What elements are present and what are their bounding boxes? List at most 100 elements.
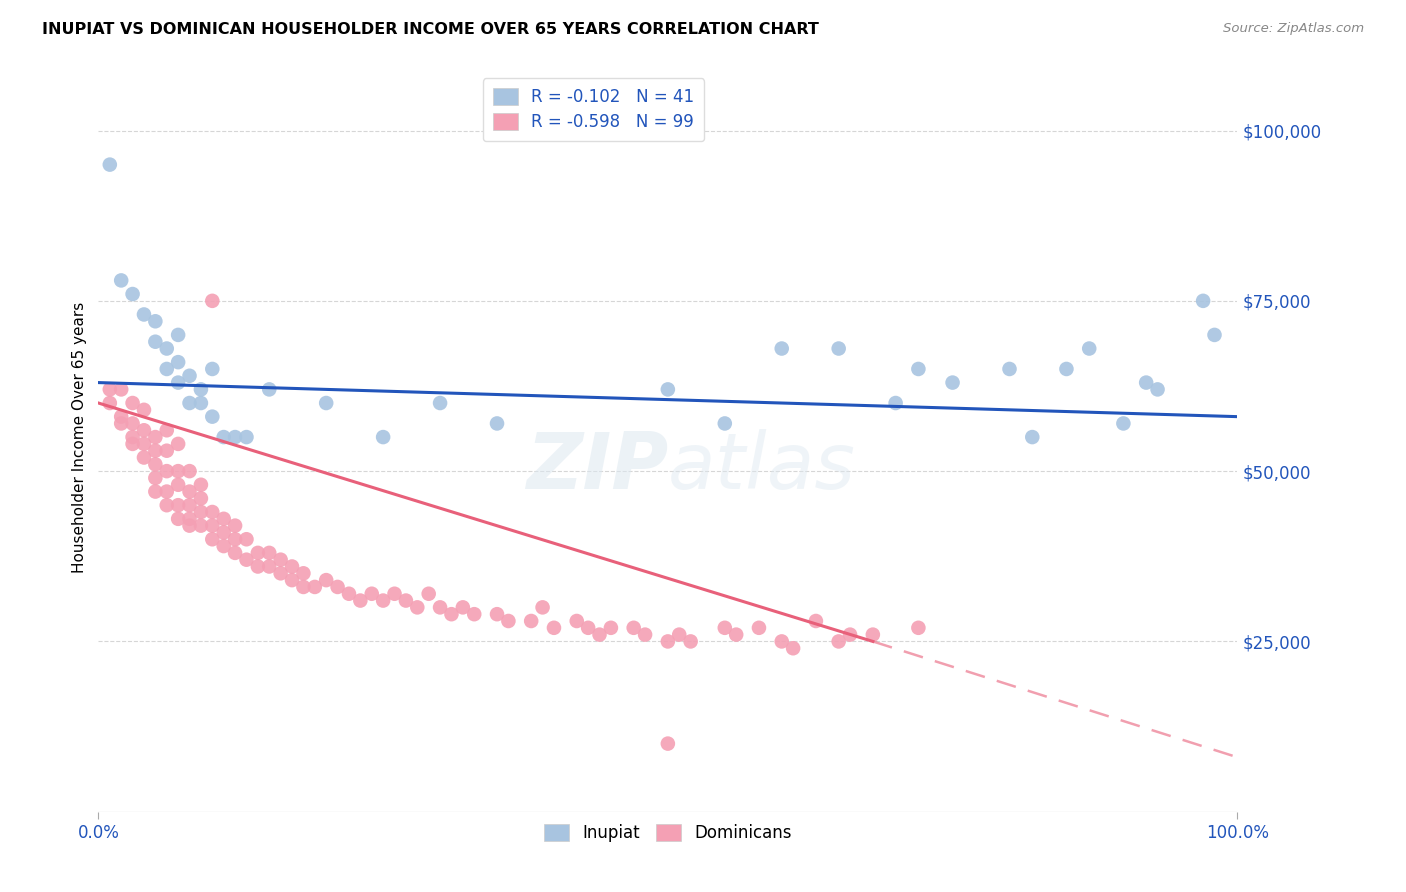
Point [360, 587, 382, 601]
Point [145, 443, 167, 458]
Point [725, 627, 748, 641]
Point [1078, 342, 1101, 356]
Point [657, 383, 679, 397]
Point [418, 587, 440, 601]
Point [145, 484, 167, 499]
Point [657, 737, 679, 751]
Point [201, 518, 224, 533]
Point [190, 396, 212, 410]
Point [839, 627, 862, 641]
Point [451, 600, 474, 615]
Point [942, 376, 965, 390]
Point [98, 158, 121, 172]
Point [132, 450, 155, 465]
Point [907, 621, 929, 635]
Point [588, 627, 610, 641]
Point [292, 580, 315, 594]
Point [565, 614, 588, 628]
Point [235, 533, 257, 547]
Point [190, 518, 212, 533]
Point [179, 498, 201, 512]
Point [212, 525, 235, 540]
Point [156, 362, 179, 376]
Point [304, 580, 326, 594]
Point [167, 512, 190, 526]
Point [259, 559, 281, 574]
Point [235, 430, 257, 444]
Point [167, 437, 190, 451]
Point [1054, 362, 1078, 376]
Legend: Inupiat, Dominicans: Inupiat, Dominicans [537, 817, 799, 848]
Point [179, 396, 201, 410]
Point [668, 627, 690, 641]
Point [634, 627, 657, 641]
Point [337, 587, 360, 601]
Point [179, 512, 201, 526]
Point [371, 430, 394, 444]
Point [543, 621, 565, 635]
Point [167, 464, 190, 478]
Point [862, 627, 884, 641]
Point [748, 621, 770, 635]
Point [281, 559, 304, 574]
Point [998, 362, 1021, 376]
Point [132, 437, 155, 451]
Point [132, 423, 155, 437]
Point [212, 539, 235, 553]
Text: INUPIAT VS DOMINICAN HOUSEHOLDER INCOME OVER 65 YEARS CORRELATION CHART: INUPIAT VS DOMINICAN HOUSEHOLDER INCOME … [42, 22, 820, 37]
Point [429, 396, 451, 410]
Point [224, 430, 246, 444]
Point [212, 430, 235, 444]
Point [156, 484, 179, 499]
Point [486, 607, 509, 622]
Point [600, 621, 623, 635]
Point [246, 559, 269, 574]
Point [190, 383, 212, 397]
Y-axis label: Householder Income Over 65 years: Householder Income Over 65 years [72, 301, 87, 573]
Point [201, 533, 224, 547]
Point [1204, 327, 1226, 342]
Point [121, 437, 143, 451]
Point [576, 621, 599, 635]
Point [259, 546, 281, 560]
Point [804, 614, 827, 628]
Point [1135, 376, 1157, 390]
Point [110, 409, 132, 424]
Point [98, 383, 121, 397]
Point [201, 362, 224, 376]
Point [1146, 383, 1168, 397]
Point [828, 634, 851, 648]
Point [235, 552, 257, 566]
Point [714, 621, 737, 635]
Point [259, 383, 281, 397]
Point [179, 368, 201, 383]
Point [770, 342, 793, 356]
Point [167, 376, 190, 390]
Point [270, 552, 292, 566]
Point [224, 518, 246, 533]
Point [270, 566, 292, 581]
Point [110, 417, 132, 431]
Point [110, 383, 132, 397]
Text: ZIP: ZIP [526, 429, 668, 505]
Point [167, 498, 190, 512]
Point [190, 477, 212, 491]
Point [179, 484, 201, 499]
Point [326, 580, 349, 594]
Point [121, 417, 143, 431]
Point [156, 498, 179, 512]
Point [121, 287, 143, 301]
Point [679, 634, 702, 648]
Point [828, 342, 851, 356]
Point [156, 423, 179, 437]
Point [486, 417, 509, 431]
Point [292, 566, 315, 581]
Point [121, 430, 143, 444]
Point [440, 607, 463, 622]
Point [156, 464, 179, 478]
Point [145, 430, 167, 444]
Point [167, 477, 190, 491]
Point [179, 518, 201, 533]
Point [315, 396, 337, 410]
Point [132, 308, 155, 322]
